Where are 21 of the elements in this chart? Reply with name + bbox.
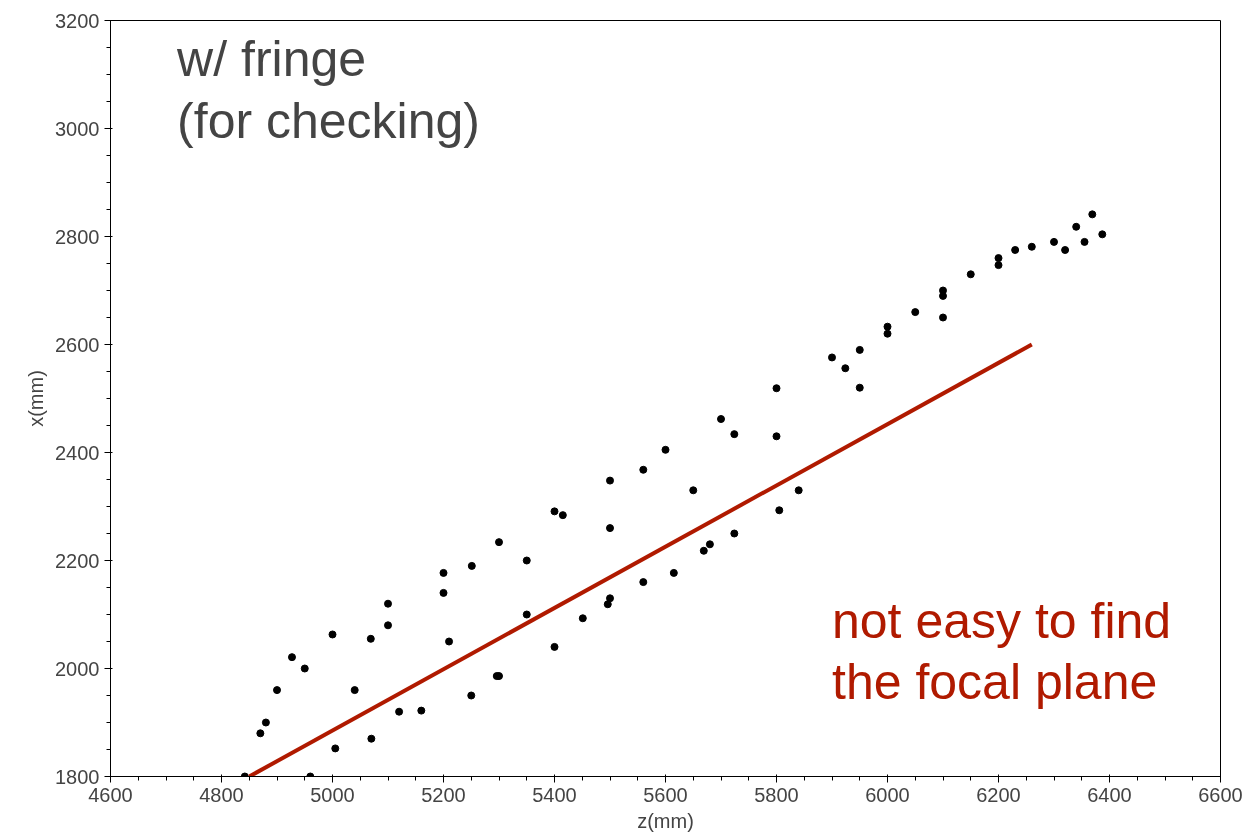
x-tick-label: 6200 xyxy=(976,783,1021,806)
x-tick-label: 6400 xyxy=(1087,783,1132,806)
x-tick-label: 5800 xyxy=(754,783,799,806)
x-tick-label: 5000 xyxy=(310,783,355,806)
x-tick-label: 5600 xyxy=(643,783,688,806)
annotation: w/ fringe (for checking) xyxy=(176,31,480,149)
y-tick-label: 2000 xyxy=(55,657,100,680)
y-tick-label: 2800 xyxy=(55,225,100,248)
x-tick-label: 4800 xyxy=(199,783,244,806)
x-tick-label: 5200 xyxy=(421,783,466,806)
x-axis-title: z(mm) xyxy=(637,809,694,832)
y-axis-title: x(mm) xyxy=(25,370,48,427)
x-tick-label: 6600 xyxy=(1198,783,1243,806)
y-tick-label: 3200 xyxy=(55,9,100,32)
annotation: not easy to find the focal plane xyxy=(832,592,1172,711)
x-tick-label: 5400 xyxy=(532,783,577,806)
y-tick-label: 2200 xyxy=(55,549,100,572)
y-tick-label: 2400 xyxy=(55,441,100,464)
x-tick-label: 6000 xyxy=(865,783,910,806)
y-tick-label: 2600 xyxy=(55,333,100,356)
y-tick-label: 3000 xyxy=(55,117,100,140)
